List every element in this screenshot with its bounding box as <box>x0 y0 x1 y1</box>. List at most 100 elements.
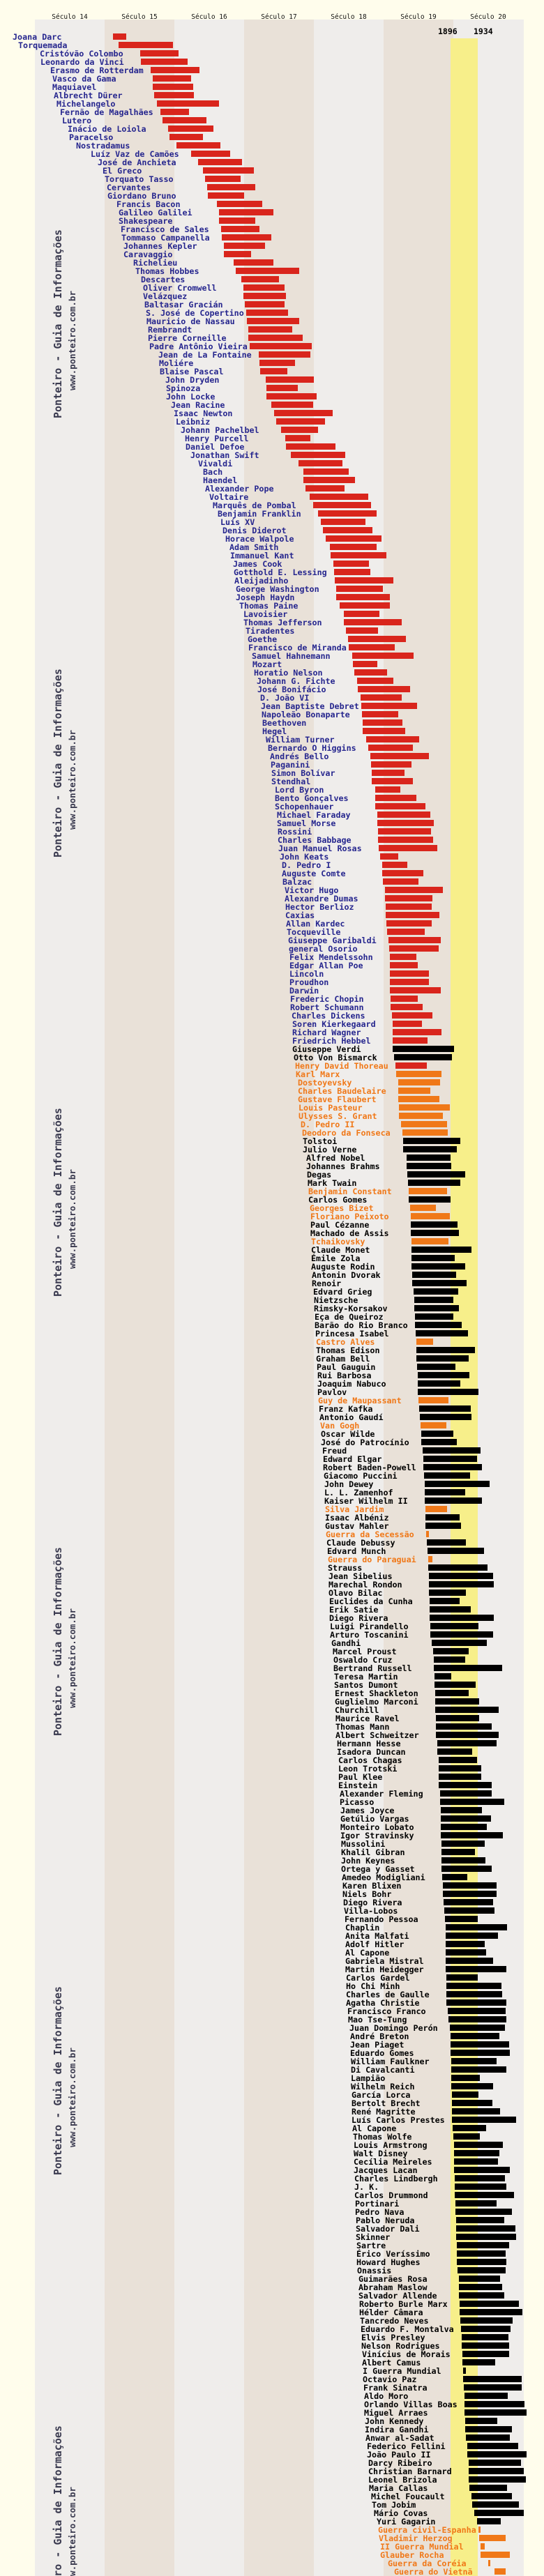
lifespan-bar <box>456 2217 504 2223</box>
person-name-label: Rui Barbosa <box>317 1371 372 1380</box>
timeline-row: Graham Bell <box>0 1355 544 1363</box>
lifespan-bar <box>198 159 242 165</box>
timeline-row: Monteiro Lobato <box>0 1823 544 1831</box>
lifespan-bar <box>291 452 345 458</box>
person-name-label: Antonio Gaudí <box>319 1412 384 1422</box>
timeline-row: Carlos Chagas <box>0 1756 544 1765</box>
lifespan-bar <box>415 1322 462 1328</box>
person-name-label: Mozart <box>252 660 282 669</box>
person-name-label: Paul Klee <box>338 1772 383 1782</box>
lifespan-bar <box>407 1171 465 1178</box>
lifespan-bar <box>420 1414 471 1420</box>
lifespan-bar <box>236 268 299 274</box>
person-name-label: Degas <box>307 1170 332 1180</box>
era-start-year: 1896 <box>438 26 458 36</box>
timeline-row: Marquês de Pombal <box>0 501 544 510</box>
lifespan-bar <box>494 2568 506 2575</box>
person-name-label: Ortega y Gasset <box>341 1864 415 1874</box>
lifespan-bar <box>299 460 342 466</box>
timeline-row: Alexander Fleming <box>0 1790 544 1798</box>
lifespan-bar <box>441 1849 475 1855</box>
timeline-row: Al Capone <box>0 1949 544 1957</box>
person-name-label: Churchill <box>335 1705 379 1715</box>
timeline-row: Jean de La Fontaine <box>0 351 544 359</box>
person-name-label: Alexander Fleming <box>340 1789 423 1799</box>
person-name-label: Gustave Flaubert <box>298 1095 377 1104</box>
lifespan-bar <box>349 644 395 650</box>
person-name-label: Niels Bohr <box>342 1889 392 1899</box>
person-name-label: Tocqueville <box>287 927 341 937</box>
timeline-row: Pedro Nava <box>0 2208 544 2216</box>
lifespan-bar <box>416 1339 433 1345</box>
lifespan-bar <box>377 820 434 826</box>
lifespan-bar <box>383 878 418 885</box>
person-name-label: Luíz Vaz de Camões <box>91 149 179 159</box>
person-name-label: Michel Foucault <box>371 2492 445 2501</box>
person-name-label: Fernando Pessoa <box>345 1914 418 1924</box>
century-header-label: Século 14 <box>52 13 88 21</box>
timeline-row: Olavo Bilac <box>0 1589 544 1597</box>
lifespan-bar <box>411 1238 448 1244</box>
lifespan-bar <box>463 2368 466 2374</box>
timeline-row: Orlando Villas Boas <box>0 2400 544 2409</box>
lifespan-bar <box>456 2234 516 2240</box>
person-name-label: Lampião <box>351 2073 386 2083</box>
lifespan-bar <box>390 970 429 977</box>
timeline-row: Leibniz <box>0 418 544 426</box>
person-name-label: Denis Diderot <box>222 526 287 535</box>
timeline-row: Eduardo Gomes <box>0 2049 544 2057</box>
lifespan-bar <box>414 1288 458 1295</box>
timeline-row: Christian Barnard <box>0 2467 544 2476</box>
lifespan-bar <box>313 502 371 508</box>
person-name-label: Carlos Drummond <box>354 2190 428 2200</box>
timeline-row: George Washington <box>0 585 544 593</box>
lifespan-bar <box>259 351 310 358</box>
timeline-row: Di Cavalcanti <box>0 2066 544 2074</box>
person-name-label: Auguste Rodin <box>311 1262 375 1272</box>
lifespan-bar <box>437 1740 497 1746</box>
timeline-row: Jean Piaget <box>0 2041 544 2049</box>
century-band <box>174 20 244 2576</box>
timeline-row: Silva Jardim <box>0 1505 544 1514</box>
lifespan-bar <box>323 527 372 533</box>
person-name-label: Tchaikovsky <box>311 1237 365 1247</box>
person-name-label: Louis Armstrong <box>354 2140 428 2150</box>
timeline-row: Santos Dumont <box>0 1681 544 1689</box>
person-name-label: William Turner <box>266 735 335 745</box>
person-name-label: Fernão de Magalhães <box>60 107 153 117</box>
person-name-label: Joaquim Nabuco <box>317 1379 386 1389</box>
lifespan-bar <box>366 736 419 742</box>
timeline-row: Alexander Pope <box>0 485 544 493</box>
timeline-row: Jacques Lacan <box>0 2166 544 2174</box>
lifespan-bar <box>344 611 379 617</box>
timeline-row: Balzac <box>0 878 544 886</box>
person-name-label: Luís XV <box>220 517 255 527</box>
timeline-row: Horace Walpole <box>0 535 544 543</box>
timeline-row: Shakespeare <box>0 217 544 225</box>
timeline-row: Van Gogh <box>0 1422 544 1430</box>
timeline-row: Adam Smith <box>0 543 544 551</box>
timeline-row: Lampião <box>0 2074 544 2082</box>
timeline-row: Eduardo F. Montalva <box>0 2325 544 2333</box>
timeline-row: Guerra do Paraguai <box>0 1555 544 1564</box>
person-name-label: Mao Tse-Tung <box>348 2015 407 2025</box>
lifespan-bar <box>430 1623 478 1629</box>
timeline-row: Samuel Morse <box>0 819 544 828</box>
lifespan-bar <box>462 2359 495 2365</box>
person-name-label: Igor Stravinsky <box>340 1831 414 1840</box>
timeline-row: Ulysses S. Grant <box>0 1112 544 1120</box>
timeline-row: Roberto Burle Marx <box>0 2300 544 2308</box>
lifespan-bar <box>321 519 365 525</box>
timeline-row: Glauber Rocha <box>0 2551 544 2559</box>
person-name-label: José de Anchieta <box>98 158 176 167</box>
timeline-row: Isaac Albéniz <box>0 1514 544 1522</box>
lifespan-bar <box>153 75 191 82</box>
person-name-label: Skinner <box>356 2232 391 2242</box>
lifespan-bar <box>375 803 425 809</box>
lifespan-bar <box>260 368 287 374</box>
lifespan-bar <box>394 1054 452 1060</box>
person-name-label: Bernardo O Higgins <box>268 743 356 753</box>
lifespan-bar <box>455 2175 505 2181</box>
person-name-label: Louis Pasteur <box>299 1103 363 1113</box>
